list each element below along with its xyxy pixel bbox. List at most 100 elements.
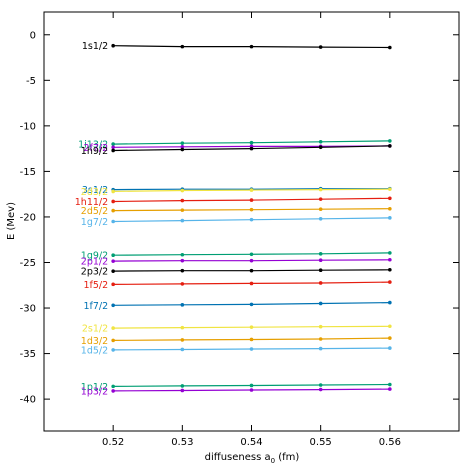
data-point	[249, 268, 254, 273]
data-point	[180, 147, 185, 152]
data-point	[318, 301, 323, 306]
data-point	[318, 187, 323, 192]
series-label: 1h9/2	[81, 146, 108, 157]
data-point	[111, 348, 115, 352]
data-point	[249, 252, 254, 257]
data-point	[249, 281, 254, 286]
series-label: 1s1/2	[82, 41, 108, 52]
data-point	[388, 257, 392, 262]
data-point	[180, 384, 185, 388]
data-point	[388, 324, 392, 329]
y-tick-label: -20	[20, 212, 36, 223]
data-point	[249, 325, 254, 329]
data-point	[180, 198, 185, 203]
data-point	[388, 300, 392, 305]
x-tick-label: 0.52	[102, 437, 124, 448]
x-axis-title-subscript: 0	[271, 457, 275, 465]
data-point	[388, 216, 392, 220]
data-point	[318, 197, 323, 201]
data-point	[111, 389, 115, 393]
data-point	[388, 346, 392, 350]
data-point	[180, 388, 185, 393]
series-label: 1f5/2	[83, 280, 108, 291]
data-point	[318, 139, 323, 144]
series-label: 2d3/2	[81, 187, 108, 198]
data-point	[111, 326, 115, 330]
y-tick-label: -25	[20, 258, 36, 269]
series-label: 2p1/2	[81, 257, 108, 268]
data-point	[180, 141, 185, 145]
data-point	[111, 338, 115, 343]
data-point	[388, 336, 392, 340]
series-label: 3s1/2	[82, 185, 108, 196]
data-point	[111, 199, 115, 204]
series-label: 2s1/2	[82, 324, 108, 335]
data-point	[249, 337, 254, 342]
data-point	[180, 218, 185, 223]
data-point	[249, 258, 254, 263]
data-point	[180, 325, 185, 330]
data-point	[180, 44, 185, 49]
data-point	[388, 251, 392, 255]
data-point	[111, 253, 115, 258]
data-point	[111, 142, 115, 146]
series-label: 1i13/2	[78, 140, 108, 151]
data-point	[111, 148, 115, 153]
data-point	[388, 187, 392, 191]
data-point	[249, 198, 254, 202]
data-point	[318, 383, 323, 387]
data-point	[180, 347, 185, 352]
data-point	[180, 303, 185, 307]
data-point	[249, 388, 254, 392]
data-point	[249, 207, 254, 212]
x-axis-title: diffuseness a0 (fm)	[205, 452, 300, 465]
data-point	[249, 217, 254, 222]
data-point	[180, 268, 185, 273]
data-point	[318, 337, 323, 341]
data-point	[318, 281, 323, 285]
data-point	[249, 188, 254, 192]
y-axis-title: E (Mev)	[6, 202, 17, 240]
data-point	[111, 384, 115, 389]
y-tick-label: -15	[20, 167, 36, 178]
data-point	[249, 140, 254, 145]
data-point	[318, 207, 323, 212]
data-point	[318, 145, 323, 150]
series-label: 2p3/2	[81, 267, 108, 278]
series-label: 1d5/2	[81, 345, 108, 356]
data-point	[249, 44, 254, 49]
series-layer	[111, 43, 392, 393]
data-point	[388, 139, 392, 143]
data-point	[180, 282, 185, 286]
series-label: 1g7/2	[81, 217, 108, 228]
data-point	[180, 188, 185, 193]
series-label: 1f7/2	[83, 301, 108, 312]
data-point	[249, 383, 254, 388]
data-point	[249, 347, 254, 351]
data-point	[318, 252, 323, 256]
data-point	[388, 144, 392, 148]
data-point	[111, 43, 115, 48]
data-point	[318, 387, 323, 392]
data-point	[318, 346, 323, 351]
data-point	[388, 280, 392, 284]
data-point	[111, 145, 115, 150]
series-label: 1d3/2	[81, 336, 108, 347]
data-point	[249, 146, 254, 151]
data-point	[111, 259, 115, 263]
data-point	[180, 338, 185, 342]
data-point	[318, 268, 323, 273]
data-point	[388, 267, 392, 272]
y-tick-label: -35	[20, 349, 36, 360]
series-label: 2f7/2	[83, 143, 108, 154]
data-point	[111, 303, 115, 308]
series-label: 1p1/2	[81, 382, 108, 393]
data-point	[388, 387, 392, 391]
data-point	[111, 208, 115, 213]
data-point	[249, 302, 254, 307]
data-point	[180, 208, 185, 212]
y-tick-label: -30	[20, 304, 36, 315]
data-point	[180, 145, 185, 149]
